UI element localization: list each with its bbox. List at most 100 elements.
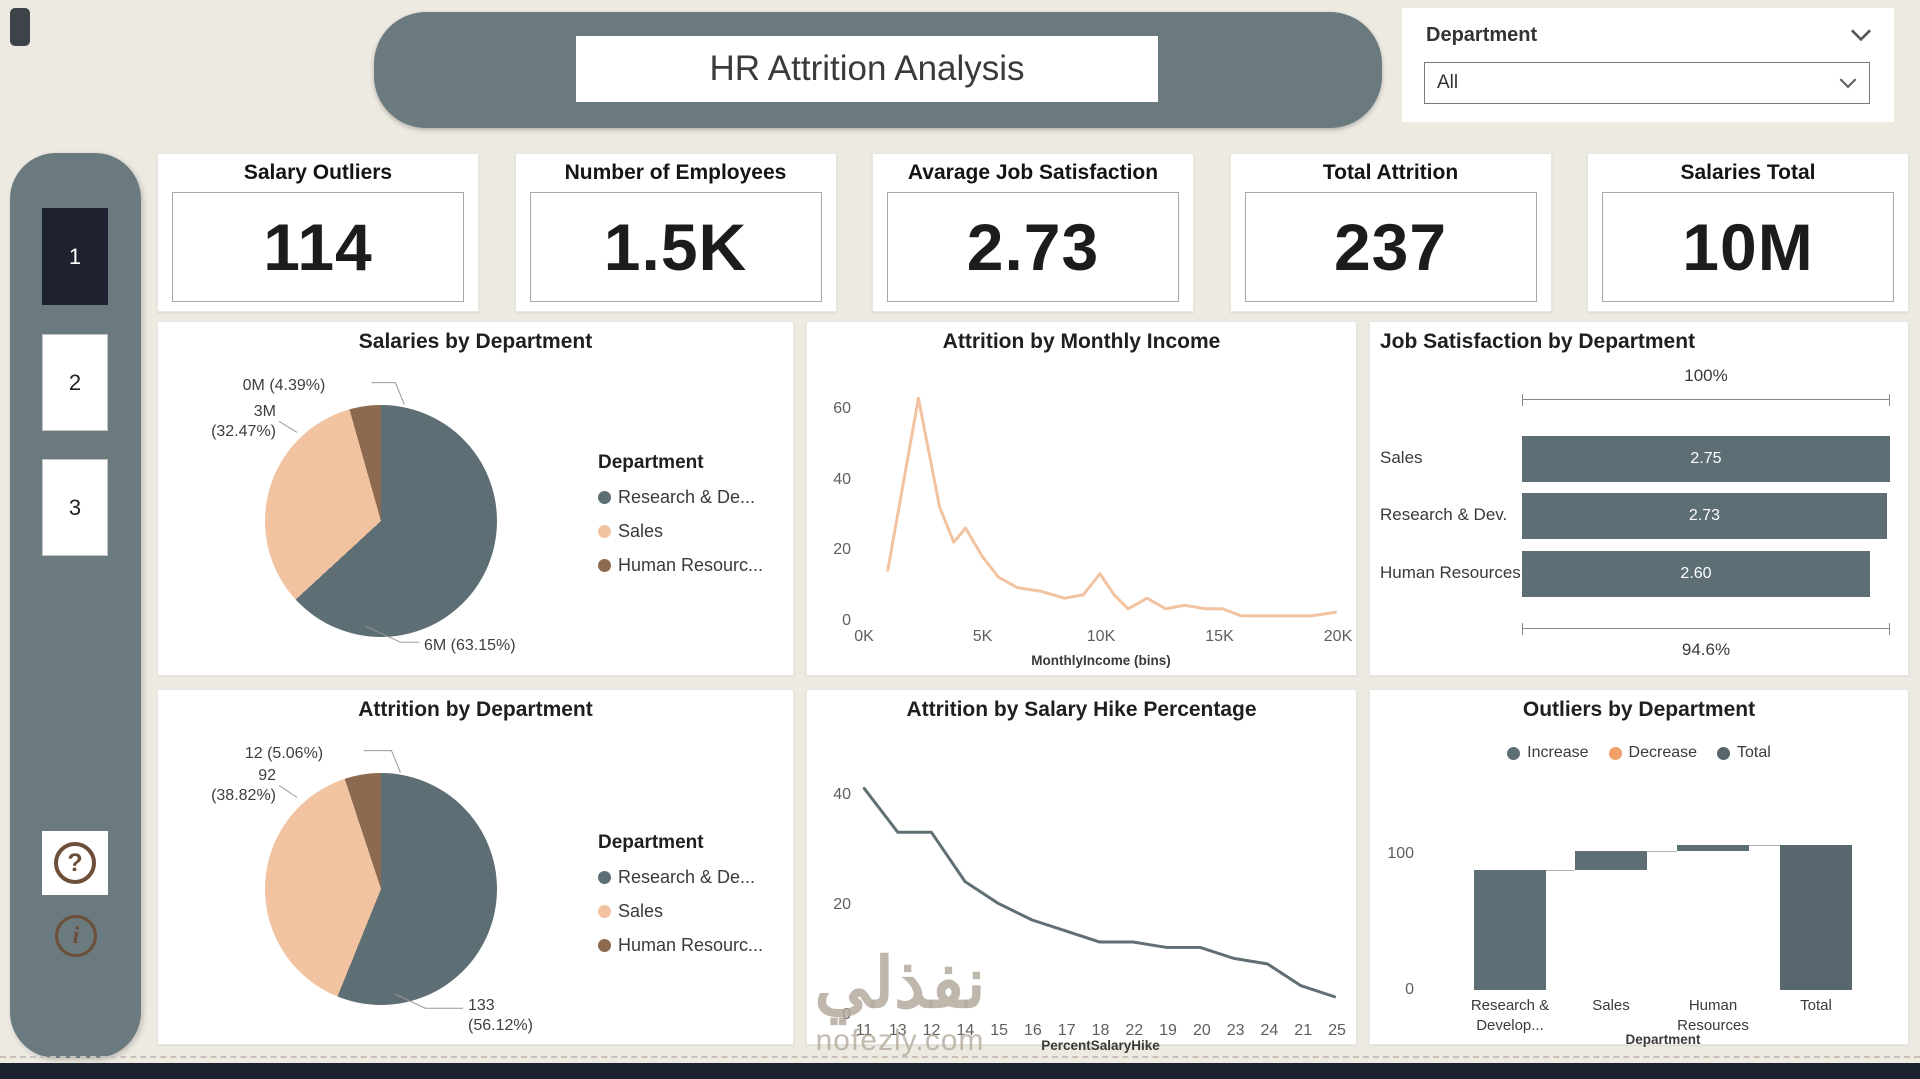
kpi-value-box: 10M — [1602, 192, 1894, 302]
y-axis-tick: 0 — [842, 1006, 851, 1023]
chart-panel-job-satisfaction-by-department: Job Satisfaction by Department 100% Sales… — [1369, 321, 1909, 676]
pie-legend: Department Research & De... Sales Human Res… — [598, 452, 793, 576]
line-plot[interactable] — [807, 690, 1356, 1044]
x-axis-tick: 13 — [888, 1022, 907, 1039]
x-axis-tick: 20K — [1323, 628, 1353, 645]
legend-item[interactable]: Total — [1717, 744, 1771, 762]
pie-slice-label: 12 (5.06%) — [244, 745, 324, 762]
waterfall-legend: Increase Decrease Total — [1370, 744, 1908, 762]
legend-label: Increase — [1527, 744, 1589, 761]
header-banner: HR Attrition Analysis — [374, 12, 1382, 128]
kpi-card: Total Attrition 237 — [1229, 153, 1552, 312]
kpi-value-box: 114 — [172, 192, 464, 302]
kpi-title: Total Attrition — [1322, 161, 1459, 184]
legend-label: Decrease — [1628, 744, 1698, 761]
chart-panel-attrition-by-department: Attrition by Department Department Resear… — [157, 689, 794, 1045]
x-axis-tick: 15 — [990, 1022, 1009, 1039]
x-axis-tick: 11 — [855, 1022, 873, 1039]
kpi-card: Salaries Total 10M — [1587, 153, 1909, 312]
y-axis-tick: 20 — [833, 541, 851, 559]
bar[interactable]: 2.75 — [1522, 436, 1890, 482]
legend-dot-icon — [598, 905, 611, 918]
info-button[interactable]: i — [53, 913, 99, 959]
bar-category-label: Research & Dev. — [1380, 505, 1508, 524]
legend-label: Total — [1737, 744, 1771, 761]
y-axis-tick: 100 — [1387, 845, 1414, 862]
x-axis-tick: 17 — [1057, 1022, 1076, 1039]
x-axis-tick: 16 — [1024, 1022, 1042, 1039]
legend-dot-icon — [598, 525, 611, 538]
kpi-title: Number of Employees — [564, 161, 787, 184]
x-axis-title: PercentSalaryHike — [1041, 1038, 1160, 1053]
legend-item[interactable]: Human Resourc... — [598, 935, 793, 956]
attrition-pie[interactable] — [265, 773, 497, 1005]
kpi-row: Salary Outliers 114 Number of Employees 1.5… — [157, 153, 1909, 312]
legend-item[interactable]: Sales — [598, 521, 793, 542]
waterfall-connector — [1647, 851, 1677, 853]
legend-dot-icon — [598, 491, 611, 504]
waterfall-connector — [1749, 844, 1780, 846]
legend-label: Research & De... — [618, 867, 756, 887]
kpi-value-box: 2.73 — [887, 192, 1179, 302]
legend-label: Sales — [618, 521, 664, 541]
legend-item[interactable]: Human Resourc... — [598, 555, 793, 576]
legend-title: Department — [598, 452, 704, 473]
legend-dot-icon — [1717, 746, 1731, 760]
y-axis-tick: 40 — [833, 470, 851, 488]
x-axis-tick: 0K — [854, 628, 874, 645]
page-title: HR Attrition Analysis — [576, 36, 1158, 102]
x-axis-label: Human Resources — [1677, 997, 1749, 1034]
chart-title: Attrition by Salary Hike Percentage — [906, 698, 1257, 721]
pie-slice-label: 133 (56.12%) — [468, 997, 533, 1034]
page-nav-sidebar: 1 2 3 ? i — [10, 153, 141, 1058]
bar-value-label: 2.75 — [1690, 450, 1722, 467]
legend-item[interactable]: Increase — [1507, 744, 1589, 762]
x-axis-tick: 22 — [1125, 1022, 1144, 1039]
line-plot[interactable] — [807, 322, 1356, 675]
waterfall-bar[interactable] — [1780, 844, 1852, 990]
legend-dot-icon — [598, 939, 611, 952]
legend-item[interactable]: Sales — [598, 901, 793, 922]
x-axis-tick: 14 — [956, 1022, 975, 1039]
bar[interactable]: 2.60 — [1522, 551, 1870, 597]
chart-panel-attrition-by-monthly-income: Attrition by Monthly Income 0 20 40 60 0K 5K 1… — [806, 321, 1357, 676]
pie-slice-label: 3M (32.47%) — [211, 403, 276, 440]
waterfall-bar[interactable] — [1474, 870, 1546, 990]
kpi-card: Salary Outliers 114 — [157, 153, 479, 312]
kpi-card: Number of Employees 1.5K — [514, 153, 837, 312]
waterfall-bar[interactable] — [1677, 844, 1749, 852]
bar[interactable]: 2.73 — [1522, 493, 1887, 539]
legend-item[interactable]: Decrease — [1608, 744, 1698, 762]
bar-value-label: 2.60 — [1680, 565, 1712, 582]
legend-item[interactable]: Research & De... — [598, 487, 793, 508]
legend-dot-icon — [1608, 746, 1622, 760]
pie-slice-label: 6M (63.15%) — [424, 637, 516, 654]
bottom-bar — [0, 1063, 1920, 1079]
page-button-1[interactable]: 1 — [42, 208, 108, 305]
legend-label: Research & De... — [618, 487, 756, 507]
x-axis-tick: 5K — [972, 628, 993, 645]
waterfall-bar[interactable] — [1575, 851, 1647, 871]
kpi-title: Salary Outliers — [243, 161, 393, 184]
help-button[interactable]: ? — [42, 831, 108, 895]
x-axis-title: MonthlyIncome (bins) — [1031, 653, 1171, 668]
legend-title: Department — [598, 832, 704, 853]
page-button-3[interactable]: 3 — [42, 459, 108, 556]
x-axis-tick: 24 — [1260, 1022, 1279, 1039]
chevron-down-icon[interactable] — [1850, 29, 1872, 42]
waterfall-connector — [1546, 870, 1575, 872]
page-button-2[interactable]: 2 — [42, 334, 108, 431]
salaries-pie[interactable] — [265, 405, 497, 637]
reference-bracket-top — [1522, 394, 1890, 406]
department-dropdown[interactable]: All — [1424, 62, 1870, 104]
kpi-value: 1.5K — [603, 210, 748, 284]
dropdown-chevron-icon — [1839, 77, 1857, 88]
kpi-value-box: 1.5K — [529, 192, 822, 302]
x-axis-tick: 10K — [1086, 628, 1116, 645]
slicer-header: Department — [1402, 8, 1894, 47]
chart-title: Job Satisfaction by Department — [1380, 330, 1696, 353]
x-axis-tick: 20 — [1192, 1022, 1211, 1039]
slicer-label: Department — [1426, 24, 1538, 46]
legend-item[interactable]: Research & De... — [598, 867, 793, 888]
x-axis-label: Research & Develop... — [1470, 997, 1550, 1034]
